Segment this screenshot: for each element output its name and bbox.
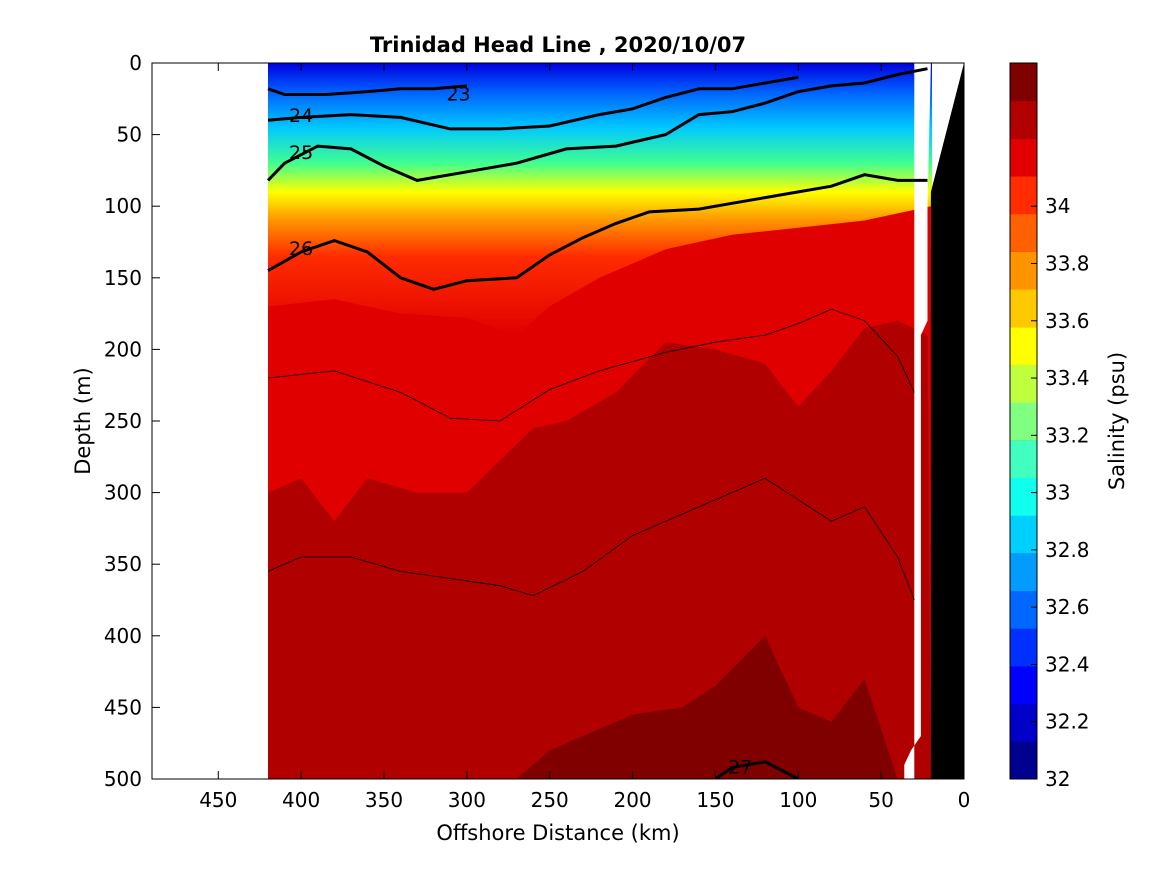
colorbar-swatch <box>1010 289 1037 328</box>
x-tick-label: 300 <box>448 788 486 812</box>
colorbar-swatch <box>1010 138 1037 177</box>
y-axis-label: Depth (m) <box>71 367 95 474</box>
density-contour-24 <box>267 75 799 131</box>
colorbar-tick-label: 33.4 <box>1045 366 1090 390</box>
x-tick-label: 350 <box>365 788 403 812</box>
y-tick-label: 50 <box>117 123 142 147</box>
colorbar-tick-label: 33.8 <box>1045 251 1090 275</box>
x-tick-label: 50 <box>868 788 893 812</box>
y-tick-label: 200 <box>104 337 142 361</box>
colorbar-tick-label: 32.2 <box>1045 710 1090 734</box>
colorbar-tick-label: 33 <box>1045 481 1070 505</box>
colorbar-swatch <box>1010 213 1037 252</box>
colorbar-swatch <box>1010 552 1037 592</box>
colorbar-swatch <box>1010 741 1037 780</box>
colorbar-swatch <box>1010 326 1037 365</box>
land-mask <box>930 63 964 779</box>
density-contour-25 <box>266 67 928 182</box>
density-contour-label: 23 <box>446 84 470 106</box>
colorbar-swatch <box>1010 402 1037 441</box>
density-contour-label: 25 <box>289 142 313 164</box>
density-contour-label: 26 <box>289 238 313 260</box>
thin-contour <box>267 308 915 422</box>
x-tick-label: 450 <box>199 788 237 812</box>
colorbar-swatch <box>1010 703 1037 742</box>
colorbar-swatch <box>1010 251 1037 290</box>
colorbar-tick-label: 34 <box>1045 194 1070 218</box>
density-contour-label: 24 <box>289 105 313 127</box>
colorbar-tick-label: 32.6 <box>1045 595 1090 619</box>
x-tick-label: 250 <box>531 788 569 812</box>
density-contour-label: 27 <box>728 757 752 779</box>
colorbar-tick-label: 33.2 <box>1045 423 1090 447</box>
y-tick-label: 400 <box>104 624 142 648</box>
x-tick-label: 200 <box>613 788 651 812</box>
chart-title: Trinidad Head Line , 2020/10/07 <box>370 33 746 57</box>
colorbar-swatch <box>1010 628 1037 667</box>
y-tick-label: 300 <box>104 481 142 505</box>
colorbar-swatch <box>1010 63 1037 102</box>
density-contour-27 <box>714 760 799 779</box>
y-tick-label: 450 <box>104 695 142 719</box>
y-tick-label: 250 <box>104 409 142 433</box>
y-tick-label: 350 <box>104 552 142 576</box>
salinity-band <box>268 635 931 779</box>
y-tick-label: 150 <box>104 266 142 290</box>
colorbar-swatch <box>1010 515 1037 554</box>
colorbar: 32 32.2 32.4 32.6 32.8 33 33.2 33.4 33.6 33.8 34 <box>1009 62 1090 791</box>
colorbar-swatch <box>1010 100 1037 139</box>
colorbar-swatch <box>1010 665 1037 705</box>
colorbar-tick-label: 33.6 <box>1045 309 1090 333</box>
colorbar-tick-label: 32 <box>1045 767 1070 791</box>
x-tick-label: 150 <box>696 788 734 812</box>
colorbar-tick-label: 32.4 <box>1045 652 1090 676</box>
thin-contour <box>267 477 915 601</box>
colorbar-swatch <box>1010 477 1037 516</box>
x-tick-label: 100 <box>779 788 817 812</box>
y-tick-label: 0 <box>129 51 142 75</box>
colorbar-swatch <box>1010 364 1037 403</box>
colorbar-tick-label: 32.8 <box>1045 538 1090 562</box>
colorbar-swatch <box>1010 439 1037 479</box>
colorbar-swatch <box>1010 176 1037 215</box>
x-tick-label: 400 <box>282 788 320 812</box>
y-tick-label: 500 <box>104 767 142 791</box>
colorbar-swatch <box>1010 590 1037 629</box>
colorbar-frame <box>1009 62 1038 780</box>
y-tick-label: 100 <box>104 194 142 218</box>
density-contour-23 <box>267 84 468 96</box>
x-axis-label: Offshore Distance (km) <box>436 821 679 845</box>
density-contour-26 <box>267 173 928 291</box>
colorbar-label: Salinity (psu) <box>1105 352 1129 490</box>
x-tick-label: 0 <box>958 788 971 812</box>
